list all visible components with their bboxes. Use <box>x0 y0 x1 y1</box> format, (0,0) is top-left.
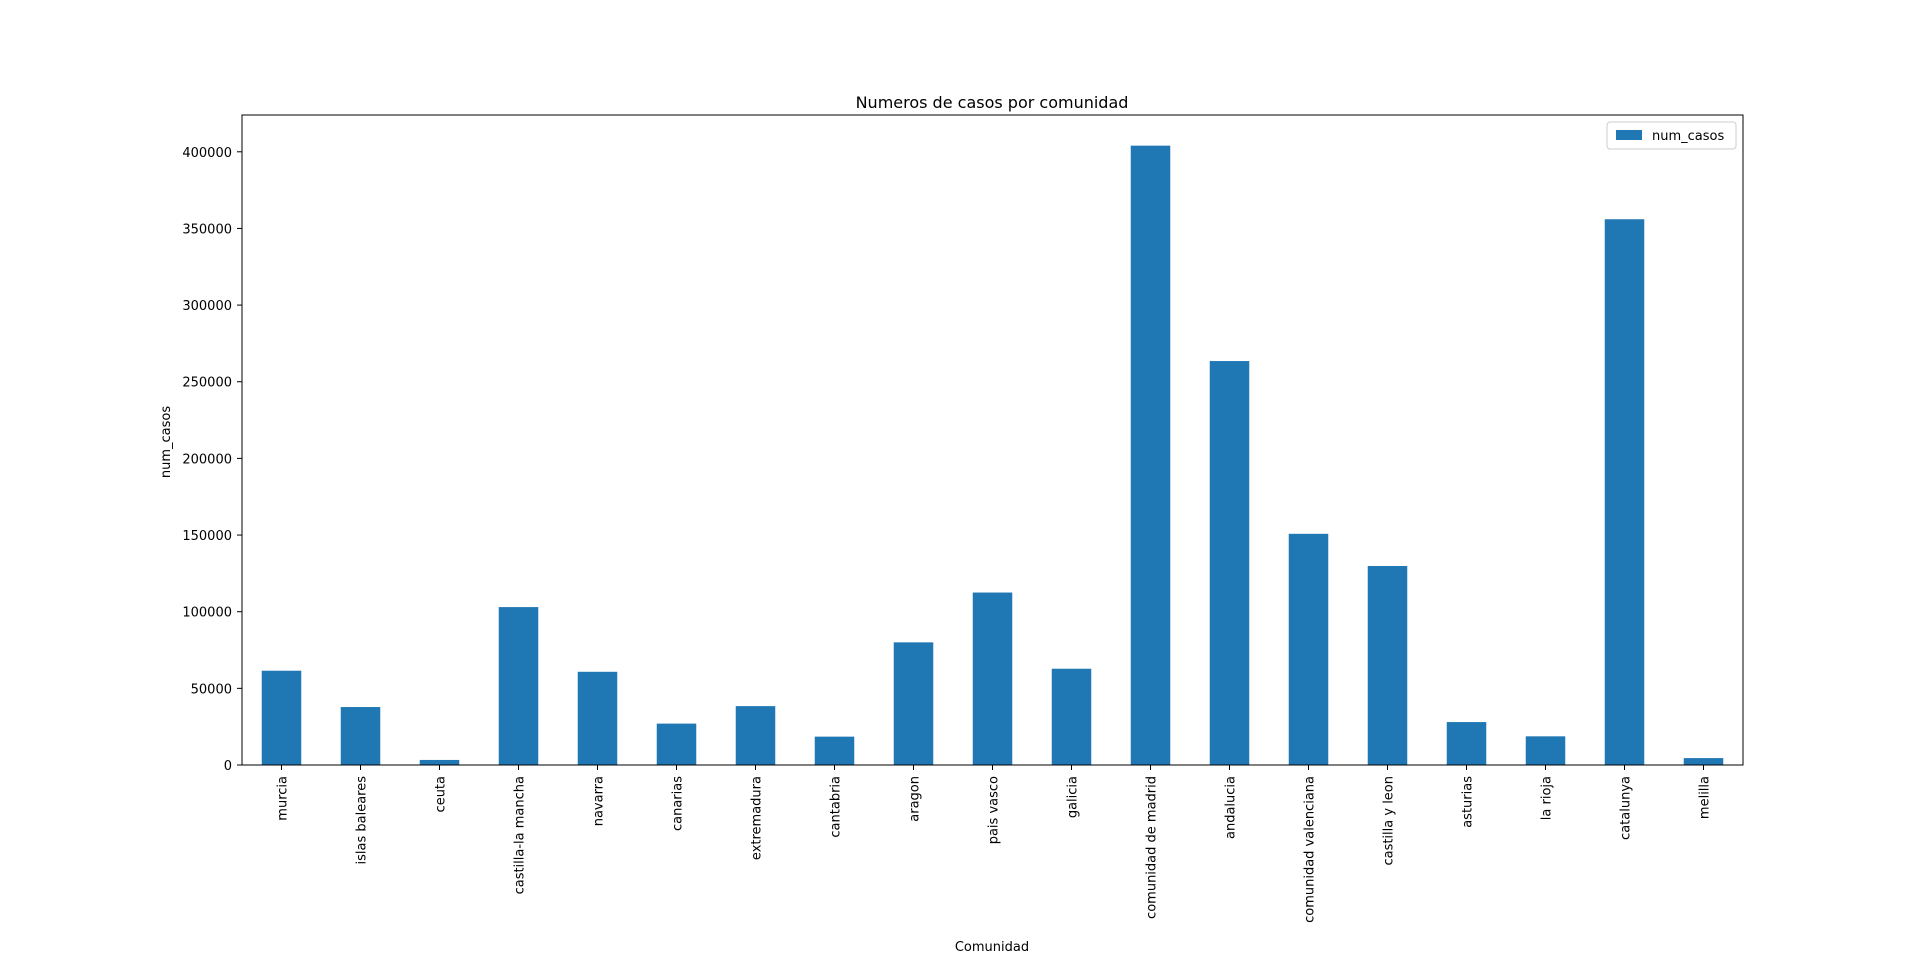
x-tick-label: canarias <box>671 776 686 831</box>
x-tick-label: comunidad de madrid <box>1145 776 1160 919</box>
chart-title: Numeros de casos por comunidad <box>856 93 1129 112</box>
bar-galicia <box>1051 668 1092 765</box>
x-tick-label: la rioja <box>1540 776 1555 820</box>
y-tick-label: 250000 <box>182 376 232 391</box>
x-tick-label: castilla y leon <box>1382 776 1397 866</box>
y-axis-label: num_casos <box>159 406 174 478</box>
y-tick-label: 50000 <box>191 682 232 697</box>
y-axis: 0 50000 100000 150000 200000 250000 300000 3500… <box>182 146 242 774</box>
bar-islas-baleares <box>340 707 381 765</box>
bar-andalucia <box>1209 361 1250 765</box>
x-tick-label: andalucia <box>1224 776 1239 839</box>
x-axis-label: Comunidad <box>955 940 1029 955</box>
y-tick-label: 400000 <box>182 146 232 161</box>
x-tick-label: murcia <box>276 776 291 821</box>
bar-comunidad-valenciana <box>1288 533 1329 765</box>
x-tick-label: pais vasco <box>987 776 1002 844</box>
legend-box <box>1606 121 1737 150</box>
y-tick-label: 300000 <box>182 299 232 314</box>
legend: num_casos <box>1606 121 1737 150</box>
y-tick-label: 0 <box>224 759 232 774</box>
y-tick-label: 350000 <box>182 222 232 237</box>
plot-area-frame <box>241 114 1744 766</box>
x-tick-label: aragon <box>908 776 923 822</box>
bar-pais-vasco <box>972 592 1013 765</box>
bar-navarra <box>577 671 618 765</box>
y-tick-label: 100000 <box>182 606 232 621</box>
bar-la-rioja <box>1525 736 1566 765</box>
x-tick-label: extremadura <box>750 776 765 860</box>
x-tick-label: catalunya <box>1619 776 1634 840</box>
x-tick-label: galicia <box>1066 776 1081 818</box>
x-tick-label: navarra <box>592 776 607 826</box>
bar-castilla-la-mancha <box>498 607 539 765</box>
x-axis: murcia islas baleares ceuta castilla-la man… <box>276 765 1713 923</box>
bar-catalunya <box>1604 219 1645 765</box>
bar-extremadura <box>735 706 776 765</box>
bar-ceuta <box>419 759 460 765</box>
bars-group <box>261 145 1724 765</box>
bar-cantabria <box>814 736 855 765</box>
x-tick-label: asturias <box>1461 776 1476 828</box>
bar-melilla <box>1683 758 1724 765</box>
bar-murcia <box>261 670 302 765</box>
x-tick-label: ceuta <box>434 776 449 812</box>
x-tick-label: islas baleares <box>355 776 370 865</box>
y-tick-label: 150000 <box>182 529 232 544</box>
bar-asturias <box>1446 722 1487 765</box>
x-tick-label: comunidad valenciana <box>1303 776 1318 923</box>
y-tick-label: 200000 <box>182 452 232 467</box>
x-tick-label: castilla-la mancha <box>513 776 528 894</box>
bar-comunidad-de-madrid <box>1130 145 1171 765</box>
bar-aragon <box>893 642 934 765</box>
x-tick-label: melilla <box>1698 776 1713 819</box>
legend-label: num_casos <box>1652 129 1724 144</box>
x-tick-label: cantabria <box>829 776 844 838</box>
bar-canarias <box>656 723 697 765</box>
legend-swatch <box>1616 130 1642 140</box>
bar-castilla-y-leon <box>1367 566 1408 765</box>
